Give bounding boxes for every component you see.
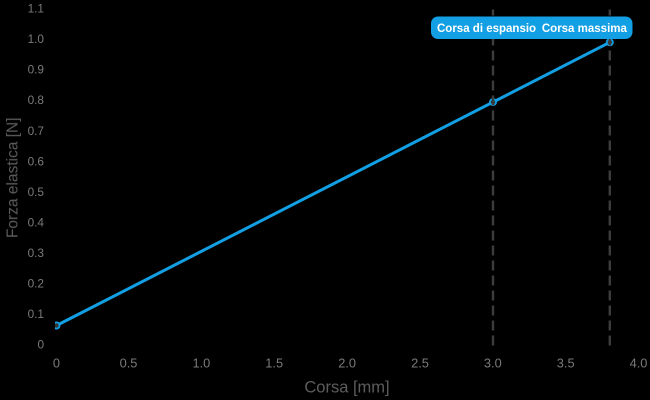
svg-text:1.1: 1.1 [28, 2, 44, 16]
svg-text:0.5: 0.5 [120, 356, 138, 371]
svg-text:Corsa [mm]: Corsa [mm] [304, 379, 389, 397]
svg-text:Forza elastica [N]: Forza elastica [N] [4, 117, 21, 238]
svg-text:2.5: 2.5 [411, 356, 429, 371]
svg-text:Corsa massima: Corsa massima [542, 23, 628, 35]
svg-text:1.0: 1.0 [193, 356, 211, 371]
svg-text:0.7: 0.7 [28, 124, 44, 138]
svg-text:0.5: 0.5 [28, 185, 45, 199]
svg-text:0: 0 [37, 338, 44, 352]
svg-text:0.4: 0.4 [28, 215, 45, 229]
svg-text:0.1: 0.1 [28, 307, 44, 321]
svg-text:0: 0 [53, 356, 60, 371]
svg-text:0.2: 0.2 [28, 277, 44, 291]
svg-text:2.0: 2.0 [338, 356, 356, 371]
svg-text:1.0: 1.0 [28, 32, 45, 46]
svg-text:4.0: 4.0 [630, 356, 648, 371]
svg-text:0.6: 0.6 [28, 154, 45, 168]
svg-text:0.3: 0.3 [28, 246, 45, 260]
svg-text:3.0: 3.0 [484, 356, 502, 371]
svg-text:1.5: 1.5 [265, 356, 283, 371]
svg-text:Corsa di espansio: Corsa di espansio [437, 23, 536, 35]
svg-text:0.9: 0.9 [28, 63, 44, 77]
svg-text:3.5: 3.5 [557, 356, 575, 371]
svg-text:0.8: 0.8 [28, 93, 45, 107]
